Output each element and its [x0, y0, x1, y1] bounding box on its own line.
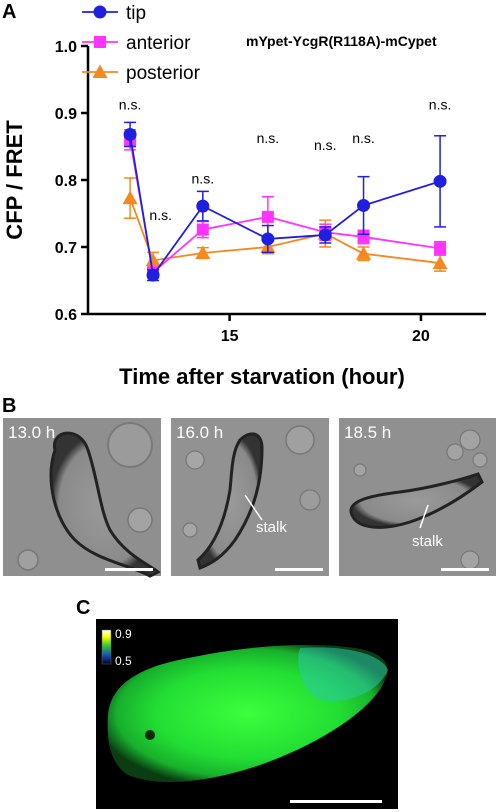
data-point — [145, 252, 161, 267]
chart-axes: 0.6 0.7 0.8 0.9 1.0 15 20 — [55, 39, 486, 345]
data-point — [434, 242, 447, 255]
x-axis-label: Time after starvation (hour) — [119, 364, 405, 389]
data-point — [261, 232, 275, 246]
stalk-label: stalk — [412, 533, 443, 550]
legend-marker — [93, 5, 107, 19]
line-chart: 0.60.70.80.91.015 20 n.s.n.s.n.s.n.s. n.s.… — [2, 39, 486, 389]
data-point — [261, 210, 274, 223]
legend-item-tip: tip — [82, 3, 146, 24]
significance-label: n.s. — [192, 170, 215, 186]
y-tick-label: 0.6 — [55, 307, 77, 324]
chart-series — [122, 121, 448, 282]
data-point — [122, 190, 138, 205]
data-point — [196, 223, 209, 236]
panel-label-a: A — [2, 1, 16, 23]
data-point — [433, 174, 447, 188]
significance-label: n.s. — [257, 130, 280, 146]
micrograph-13h: 13.0 h — [3, 418, 161, 578]
data-point — [146, 268, 160, 282]
legend-label: anterior — [126, 33, 191, 54]
timestamp-label: 16.0 h — [176, 423, 223, 442]
y-tick-label: 0.9 — [55, 106, 77, 123]
scale-bar — [275, 568, 323, 571]
stalk-label: stalk — [256, 519, 287, 536]
x-tick-label: 20 — [412, 328, 430, 345]
chart-annotations: n.s. n.s. n.s. n.s. n.s. n.s. n.s. — [119, 97, 452, 224]
data-point — [195, 245, 211, 260]
y-tick-label: 0.7 — [55, 240, 77, 257]
significance-label: n.s. — [314, 137, 337, 153]
micrograph-16h: 16.0 h stalk — [171, 418, 329, 576]
scale-bar — [105, 568, 153, 571]
micrograph-18-5h: 18.5 h stalk — [339, 418, 496, 576]
series-anterior — [124, 129, 447, 279]
data-point — [356, 246, 372, 260]
significance-label: n.s. — [119, 97, 142, 113]
construct-label: mYpet-YcgR(R118A)-mCypet — [246, 33, 437, 49]
fret-ratio-image: 0.9 0.5 — [96, 619, 398, 809]
scale-bar — [441, 568, 489, 571]
significance-label: n.s. — [429, 97, 452, 113]
legend-label: posterior — [126, 63, 201, 84]
data-point — [432, 255, 448, 270]
series-line — [129, 139, 441, 275]
legend-marker — [92, 64, 108, 78]
timestamp-label: 13.0 h — [8, 423, 55, 442]
chart-legend: tip anterior posterior — [82, 3, 201, 84]
y-tick-label: 0.8 — [55, 173, 77, 190]
colorbar-max-label: 0.9 — [115, 627, 132, 641]
y-axis-label: CFP / FRET — [2, 120, 27, 240]
colorbar — [101, 629, 112, 665]
series-tip — [123, 121, 447, 282]
y-tick-label: 1.0 — [55, 39, 77, 56]
legend-item-posterior: posterior — [82, 63, 201, 84]
panel-label-c: C — [76, 597, 90, 619]
data-point — [357, 198, 371, 212]
scale-bar — [290, 800, 382, 803]
legend-marker — [94, 36, 106, 48]
legend-label: tip — [126, 3, 146, 24]
timestamp-label: 18.5 h — [344, 423, 391, 442]
data-point — [318, 228, 332, 242]
significance-label: n.s. — [149, 207, 172, 223]
significance-label: n.s. — [352, 130, 375, 146]
x-tick-label: 15 — [221, 328, 239, 345]
colorbar-min-label: 0.5 — [115, 654, 132, 668]
panel-label-b: B — [2, 395, 16, 417]
data-point — [196, 199, 210, 213]
data-point — [123, 127, 137, 141]
legend-item-anterior: anterior — [82, 33, 191, 54]
series-line — [129, 134, 441, 278]
